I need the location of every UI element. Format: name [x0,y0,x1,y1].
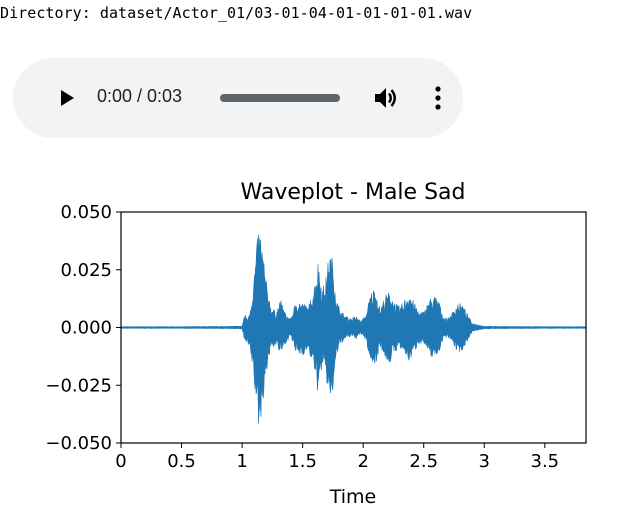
play-button[interactable] [57,88,77,108]
time-display: 0:00 / 0:03 [97,86,183,106]
x-tick-label: 3.5 [531,451,560,472]
y-tick-label: −0.025 [45,375,112,396]
x-tick-label: 2.5 [409,451,438,472]
volume-icon [375,88,396,108]
directory-path-text: Directory: dataset/Actor_01/03-01-04-01-… [0,4,473,22]
y-tick-label: 0.050 [60,202,112,223]
audio-player: 0:00 / 0:03 [13,58,463,138]
progress-slider[interactable] [220,94,340,102]
x-tick-label: 1.5 [288,451,317,472]
play-icon [61,90,74,106]
x-tick-label: 0 [115,451,126,472]
waveform-layer [120,235,587,424]
y-tick-label: 0.025 [60,260,112,281]
x-tick-label: 3 [479,451,490,472]
x-tick-label: 1 [236,451,247,472]
waveplot-chart: Waveplot - Male Sad 0 0.5 1 1.5 2 2.5 3 3.5 0.05… [45,180,587,508]
more-options-button[interactable] [427,84,449,112]
x-axis-label: Time [329,486,377,508]
axes-layer: 0 0.5 1 1.5 2 2.5 3 3.5 0.050 0.025 0.000 −0.025 −0.… [45,202,587,472]
y-tick-label: −0.050 [45,433,112,454]
x-tick-label: 0.5 [167,451,196,472]
chart-title: Waveplot - Male Sad [241,180,466,205]
volume-button[interactable] [373,86,401,110]
y-tick-label: 0.000 [60,318,112,339]
x-tick-label: 2 [357,451,368,472]
waveform-series [120,235,587,424]
more-vert-icon [435,86,441,110]
